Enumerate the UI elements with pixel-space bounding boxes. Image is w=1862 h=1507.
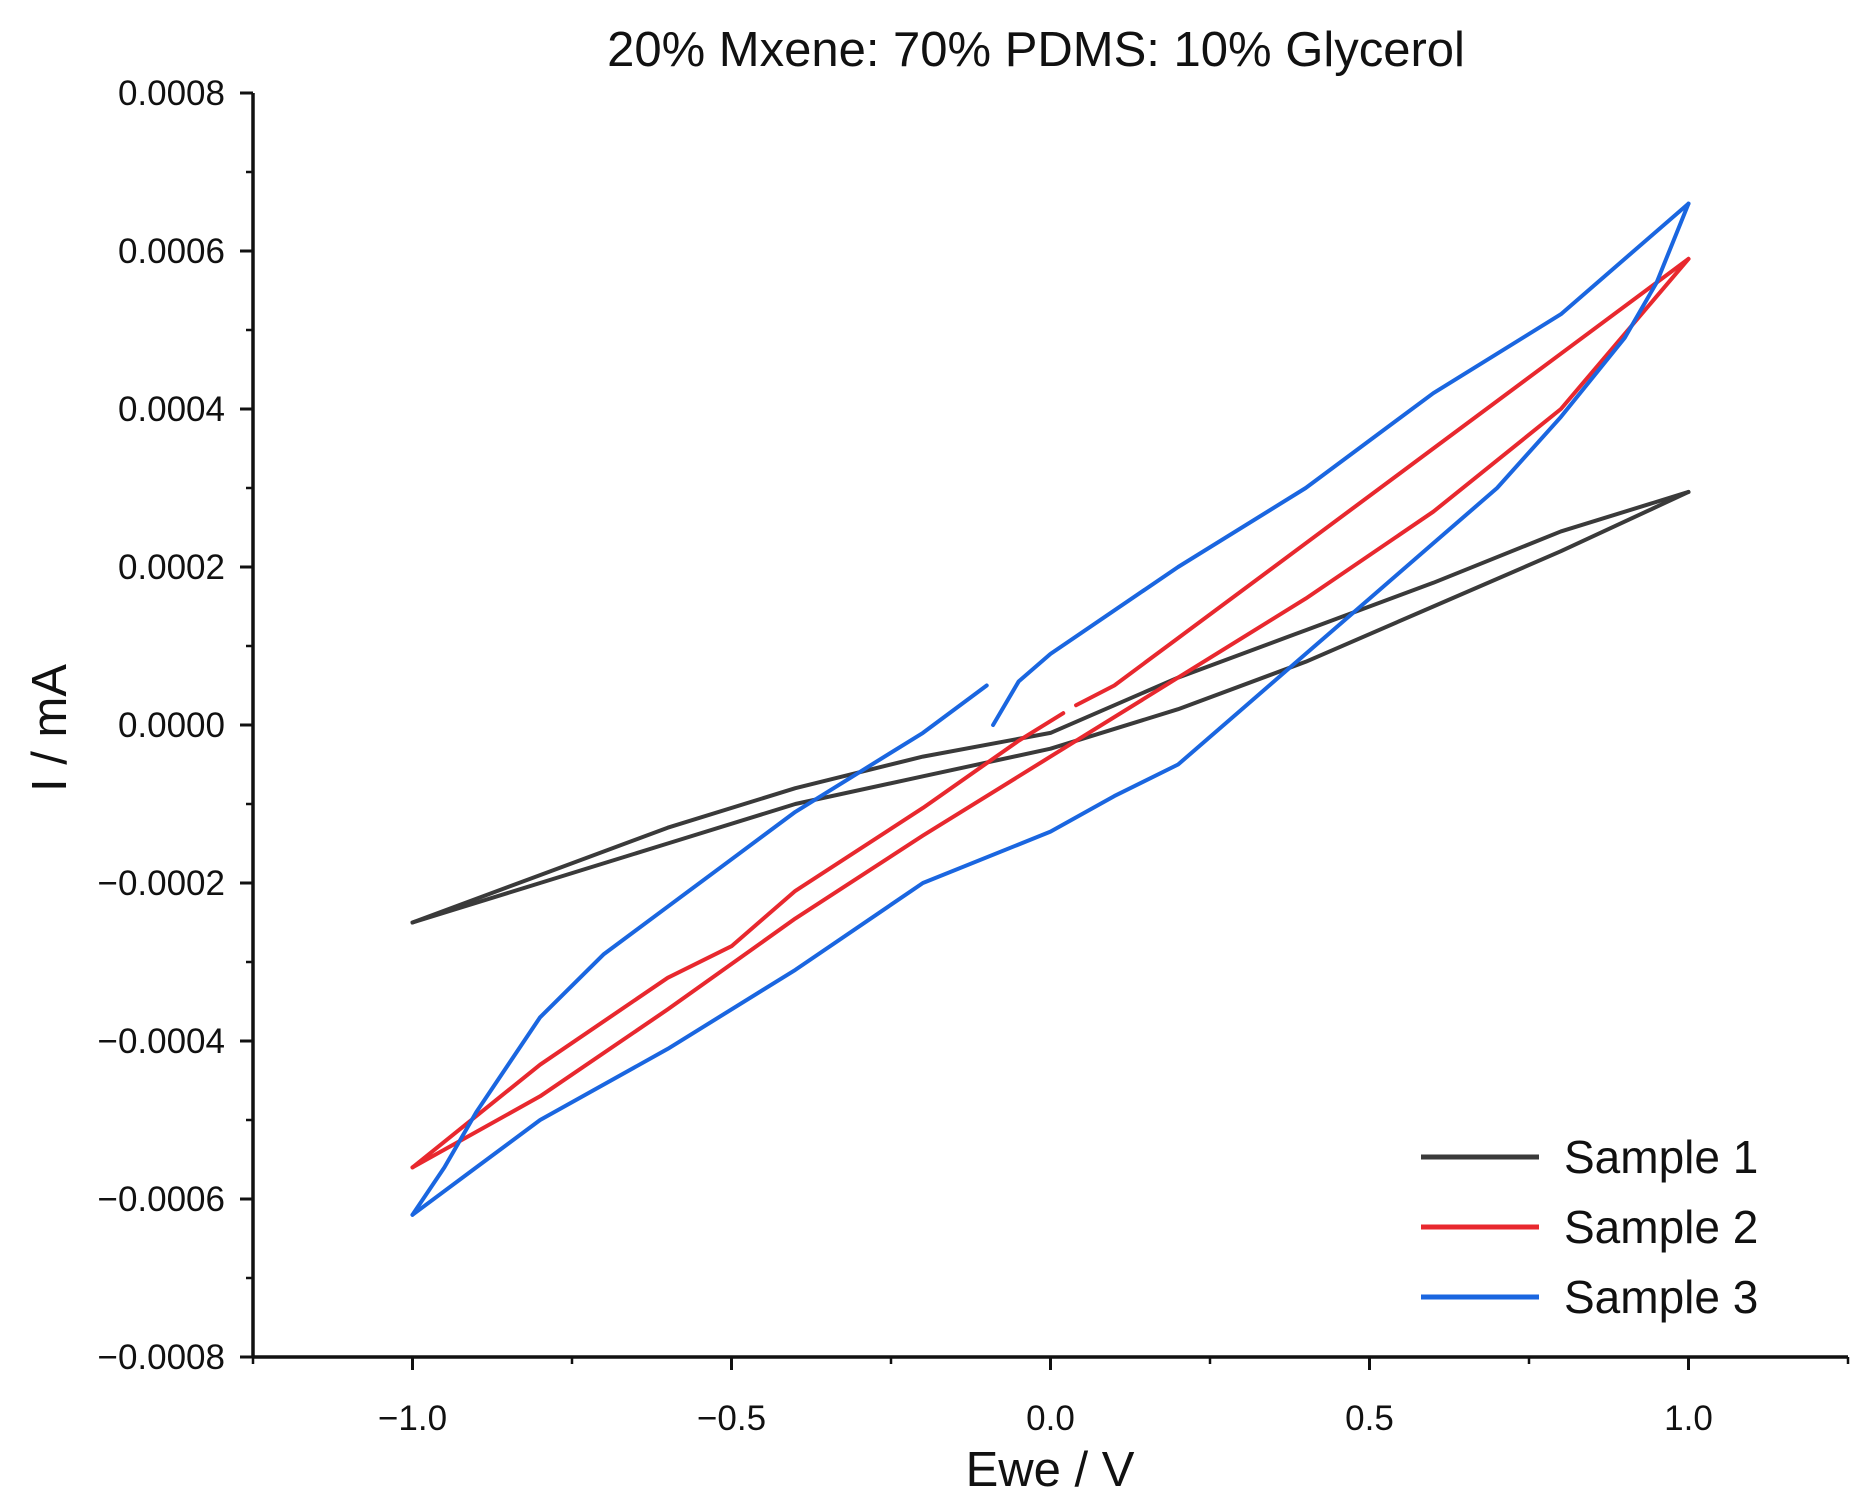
- y-tick-label: −0.0008: [98, 1338, 226, 1377]
- x-axis-label: Ewe / V: [966, 1443, 1135, 1497]
- y-tick-label: −0.0006: [98, 1180, 226, 1219]
- legend-label-1: Sample 1: [1564, 1131, 1758, 1183]
- series-2-segment-1: [1074, 256, 1691, 708]
- x-tick-label: −1.0: [378, 1399, 447, 1438]
- x-tick-label: 1.0: [1664, 1399, 1713, 1438]
- y-tick-label: 0.0008: [118, 74, 225, 113]
- series-3: [410, 201, 1691, 1217]
- y-axis-label: I / mA: [23, 664, 77, 792]
- series-2-segment-3: [410, 711, 1066, 1170]
- series-2: [410, 256, 1691, 1170]
- series-2-segment-2: [410, 256, 1691, 1170]
- chart-title: 20% Mxene: 70% PDMS: 10% Glycerol: [607, 23, 1465, 77]
- y-tick-label: 0.0006: [118, 232, 225, 271]
- series-3-segment-2: [410, 201, 1691, 1217]
- y-tick-label: 0.0000: [118, 706, 225, 745]
- x-tick-label: −0.5: [697, 1399, 766, 1438]
- x-tick-label: 0.0: [1026, 1399, 1075, 1438]
- legend-label-2: Sample 2: [1564, 1201, 1758, 1253]
- series-1: [410, 489, 1691, 925]
- y-tick-label: 0.0002: [118, 548, 225, 587]
- legend-label-3: Sample 3: [1564, 1271, 1758, 1323]
- legend: Sample 1 Sample 2 Sample 3: [1421, 1131, 1758, 1323]
- y-tick-label: −0.0002: [98, 864, 226, 903]
- series-layer: [410, 201, 1691, 1217]
- series-1-segment-1: [410, 489, 1691, 925]
- axes: −1.0 −0.5 0.0 0.5 1.0 −0.0008 −0.0006 −0.0004 −0…: [98, 74, 1850, 1438]
- x-tick-label: 0.5: [1345, 1399, 1394, 1438]
- y-tick-label: 0.0004: [118, 390, 225, 429]
- y-tick-label: −0.0004: [98, 1022, 226, 1061]
- series-1-segment-2: [410, 489, 1691, 925]
- series-3-segment-1: [991, 201, 1691, 727]
- series-3-segment-3: [410, 683, 989, 1217]
